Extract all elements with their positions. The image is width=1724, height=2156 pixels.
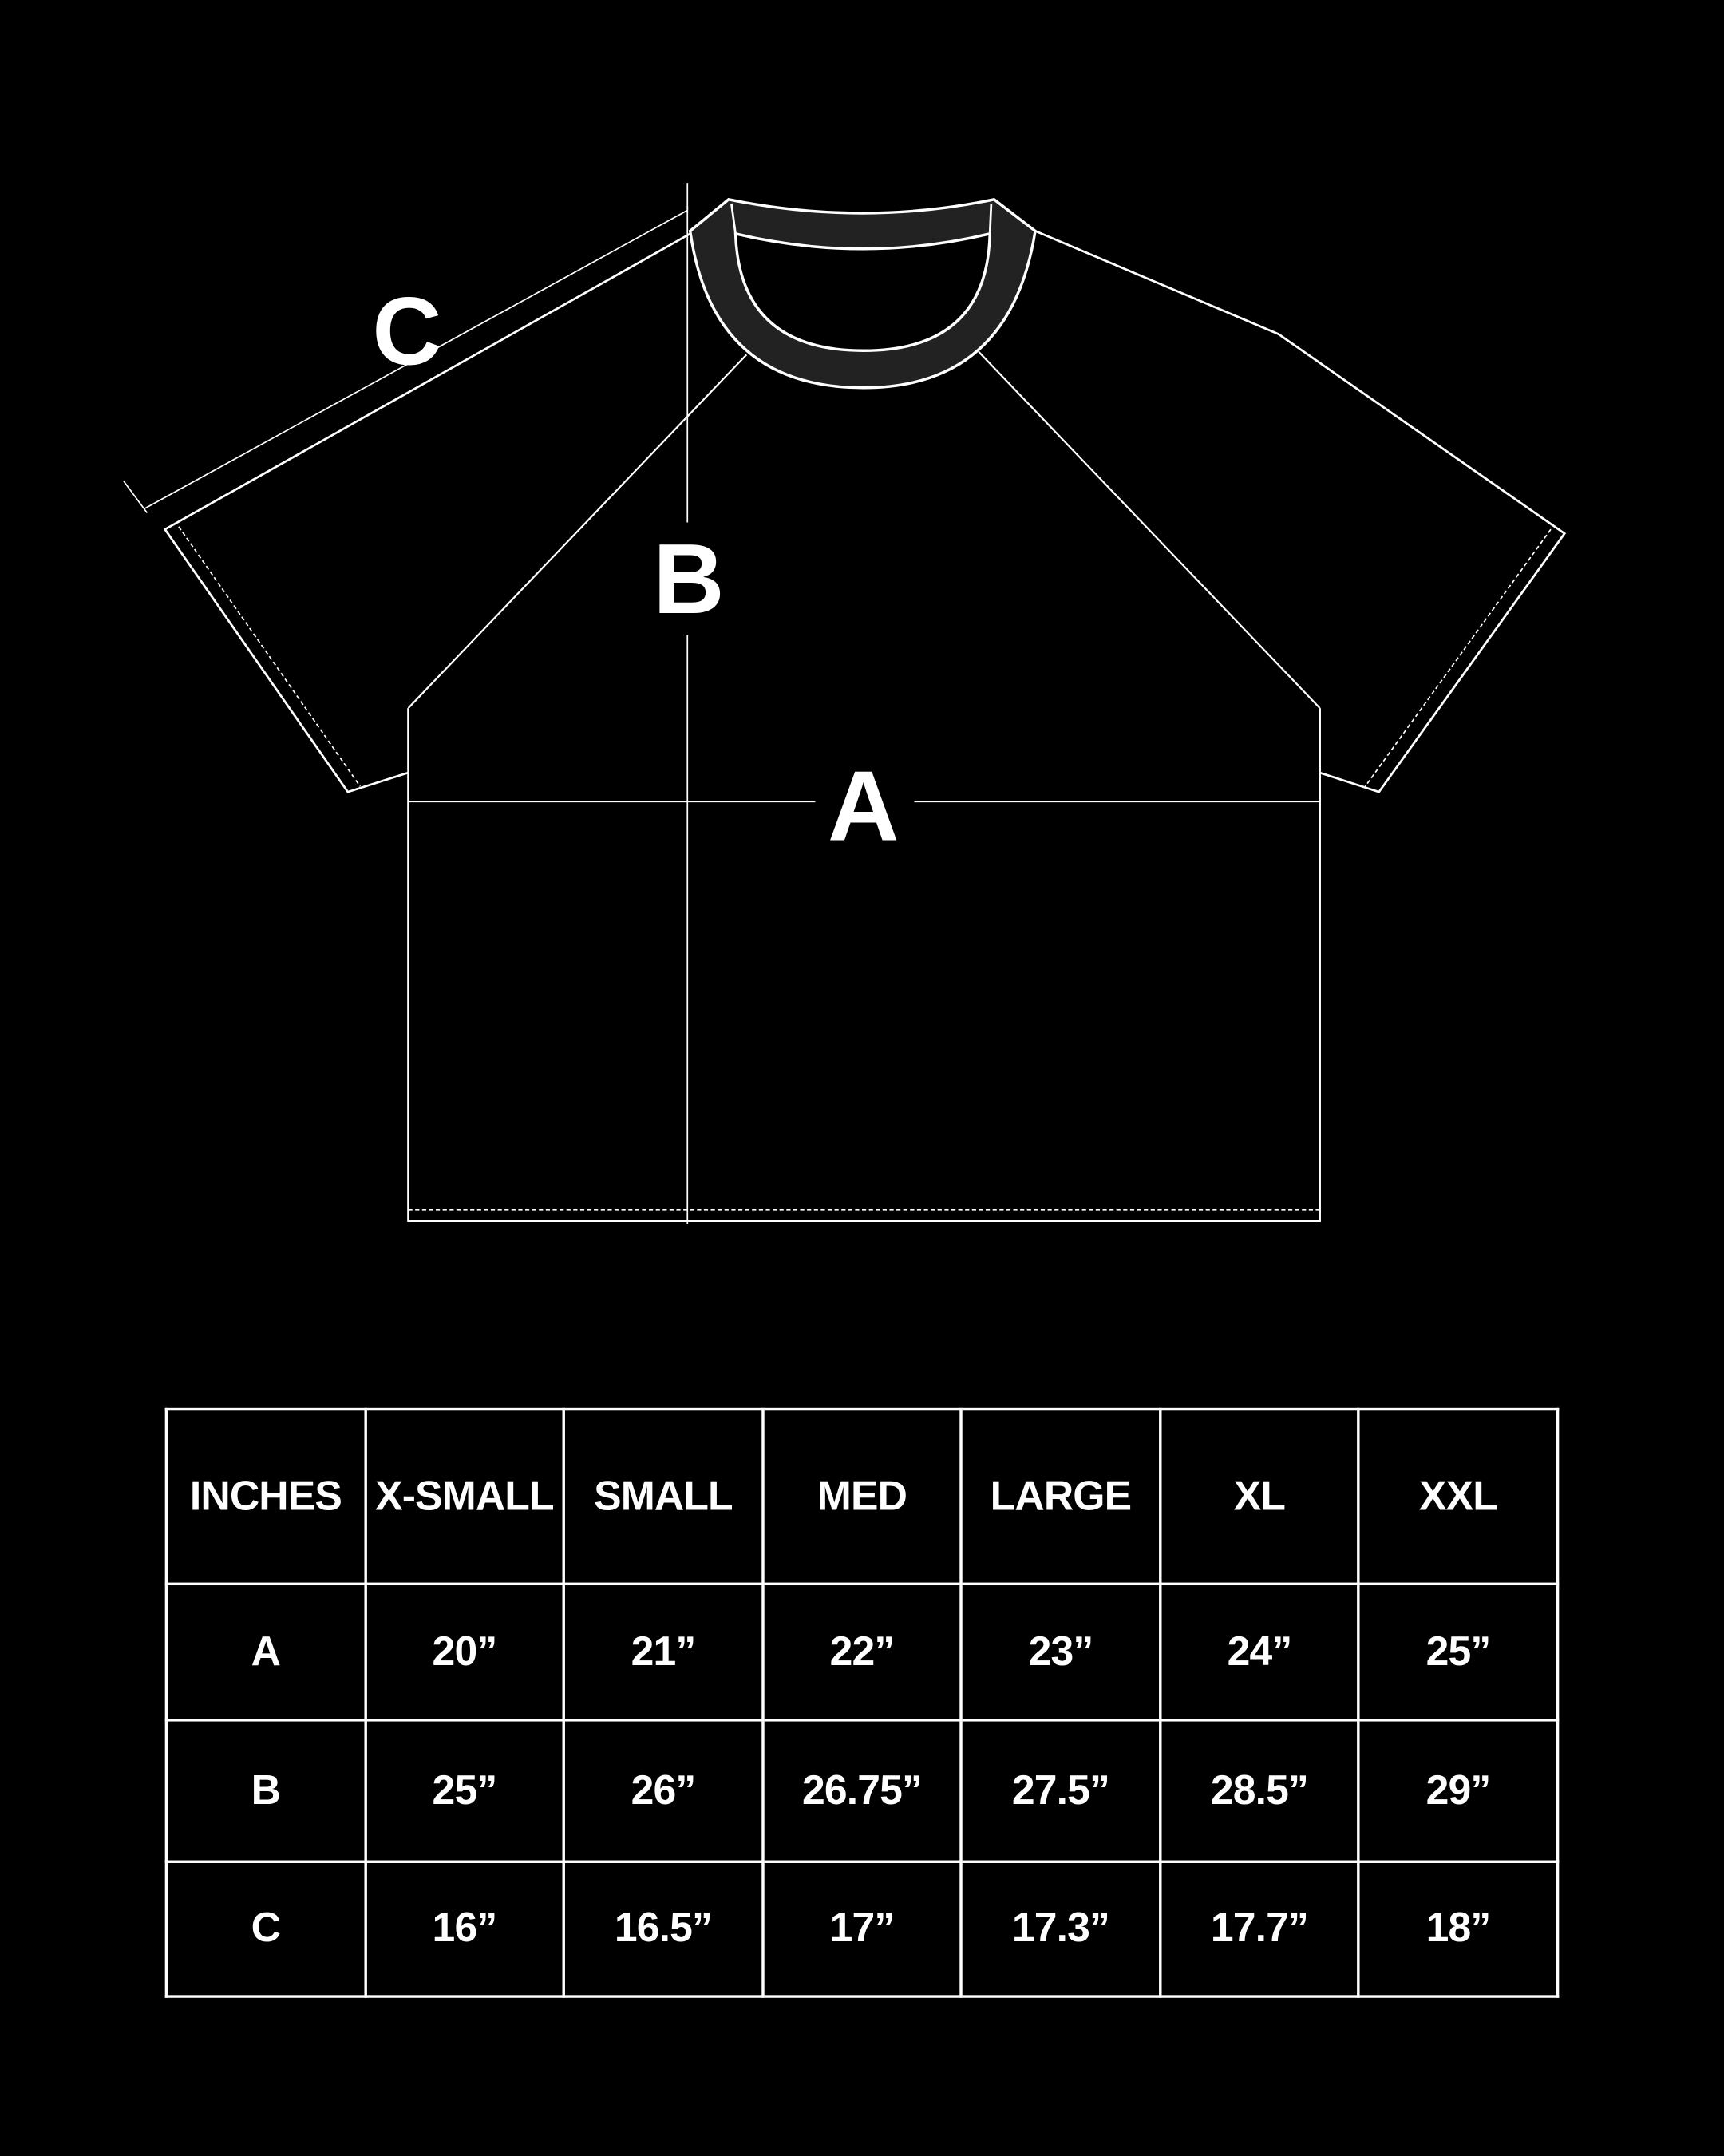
tshirt-diagram: C B A (123, 183, 1567, 1224)
row-label: A (164, 1582, 367, 1722)
table-cell: 17” (761, 1860, 963, 1998)
label-b: B (653, 524, 725, 635)
table-cell: 16.5” (562, 1860, 765, 1998)
table-cell: 29” (1357, 1719, 1560, 1863)
table-cell: 16” (363, 1860, 566, 1998)
table-cell: 26” (562, 1719, 765, 1863)
size-chart-table: INCHES X-SMALL SMALL MED LARGE XL XXL A … (164, 1407, 1560, 1998)
table-cell: 21” (562, 1582, 765, 1722)
table-cell: 20” (363, 1582, 566, 1722)
header-cell: MED (761, 1407, 963, 1586)
label-c: C (372, 277, 441, 385)
table-cell: 25” (1357, 1582, 1560, 1722)
measure-lines (123, 183, 1320, 1224)
table-cell: 25” (363, 1719, 566, 1863)
collar-inner-back (733, 231, 991, 352)
shirt-outline (163, 197, 1567, 1222)
header-cell: INCHES (164, 1407, 367, 1586)
table-row: C 16” 16.5” 17” 17.3” 17.7” 18” (164, 1860, 1560, 1998)
table-cell: 22” (761, 1582, 963, 1722)
row-label: B (164, 1719, 367, 1863)
right-sleeve (1034, 230, 1567, 793)
left-sleeve (163, 232, 691, 793)
header-cell: LARGE (959, 1407, 1162, 1586)
table-cell: 26.75” (761, 1719, 963, 1863)
table-row: B 25” 26” 26.75” 27.5” 28.5” 29” (164, 1719, 1560, 1863)
table-cell: 17.3” (959, 1860, 1162, 1998)
table-cell: 17.7” (1158, 1860, 1361, 1998)
row-label: C (164, 1860, 367, 1998)
body (407, 708, 1321, 1222)
table-cell: 24” (1158, 1582, 1361, 1722)
label-a: A (828, 751, 900, 861)
table-cell: 27.5” (959, 1719, 1162, 1863)
table-cell: 23” (959, 1582, 1162, 1722)
table-header-row: INCHES X-SMALL SMALL MED LARGE XL XXL (164, 1407, 1560, 1586)
header-cell: XL (1158, 1407, 1361, 1586)
table-row: A 20” 21” 22” 23” 24” 25” (164, 1582, 1560, 1722)
header-cell: XXL (1357, 1407, 1560, 1586)
table-cell: 28.5” (1158, 1719, 1361, 1863)
header-cell: SMALL (562, 1407, 765, 1586)
table-cell: 18” (1357, 1860, 1560, 1998)
header-cell: X-SMALL (363, 1407, 566, 1586)
